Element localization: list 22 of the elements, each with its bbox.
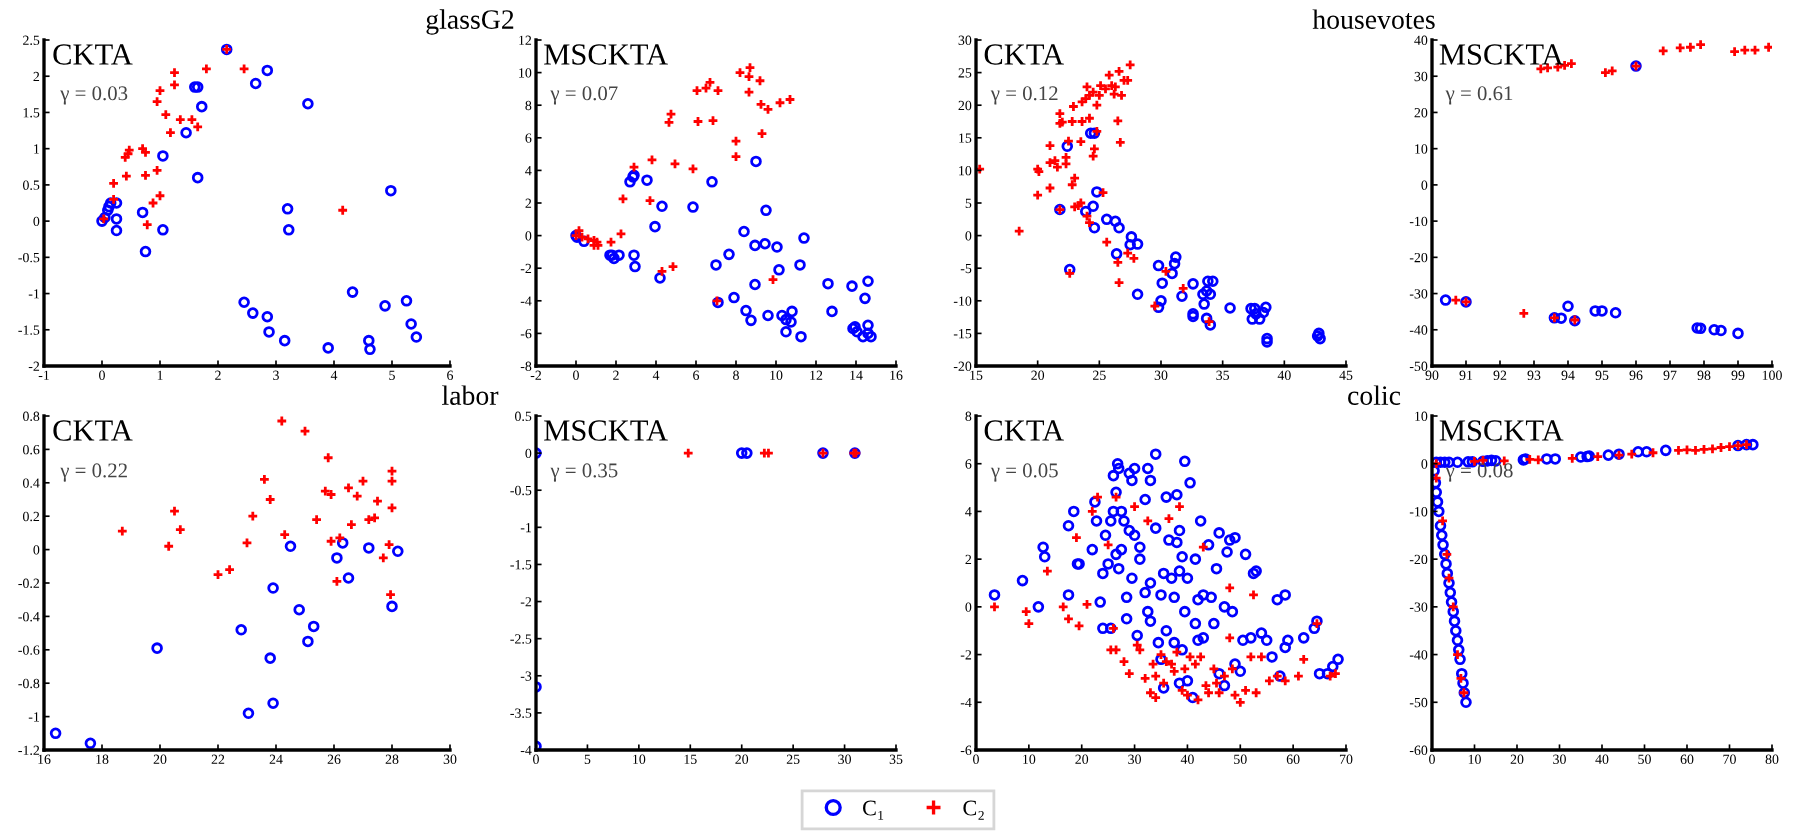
chart-title: CKTA [53, 420, 133, 441]
annotation: γ = 0.22 [60, 463, 127, 482]
chart-title: CKTA [53, 44, 133, 65]
chart-title: CKTA [984, 420, 1064, 441]
chart-title: MSCKTA [544, 420, 668, 441]
annotation: γ = 0.35 [550, 463, 618, 482]
annotation: γ = 0.12 [990, 86, 1058, 105]
annotation: γ = 0.05 [990, 463, 1058, 482]
chart-subtitle: housevotes [1312, 9, 1435, 29]
annotation: γ = 0.61 [1445, 86, 1513, 105]
annotation: γ = 0.03 [60, 86, 128, 105]
chart-subtitle: labor [442, 385, 499, 405]
chart-subtitle: glassG2 [426, 9, 514, 35]
legend-label: C₁ [863, 800, 884, 820]
annotation: γ = 0.08 [1445, 463, 1513, 482]
chart-title: MSCKTA [1439, 420, 1564, 441]
chart-title: CKTA [984, 44, 1064, 65]
legend-label: C₂ [963, 800, 984, 820]
chart-title: MSCKTA [544, 44, 668, 65]
chart-title: MSCKTA [1439, 44, 1564, 65]
annotation: γ = 0.07 [550, 86, 618, 105]
chart-subtitle: colic [1348, 385, 1401, 405]
